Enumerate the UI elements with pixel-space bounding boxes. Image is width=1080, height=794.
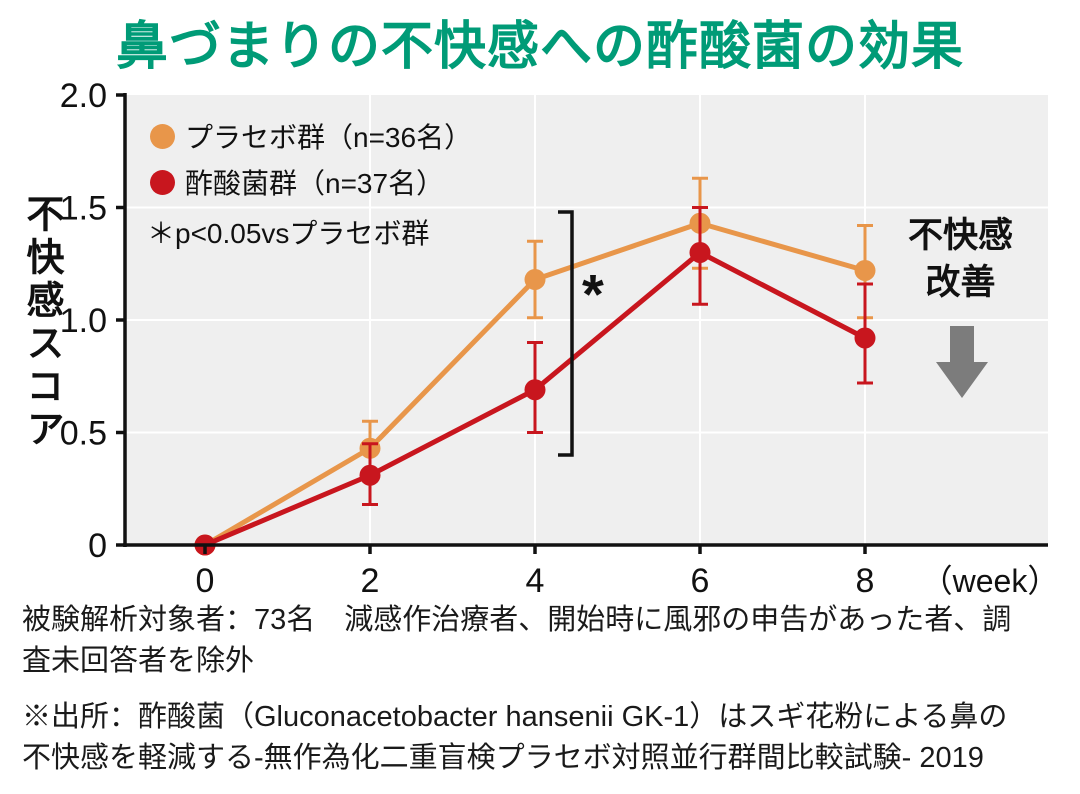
chart-svg: 0 0.5 1.0 1.5 2.0 0 2 4 6 8 （week） *: [60, 77, 1060, 600]
legend-item-placebo: プラセボ群（n=36名）: [150, 120, 472, 153]
significance-note: ＊p<0.05vsプラセボ群: [147, 218, 430, 249]
down-arrow-icon: [936, 326, 988, 398]
y-tick-label: 2.0: [60, 77, 107, 115]
data-point: [359, 464, 381, 486]
legend-item-acetic: 酢酸菌群（n=37名）: [150, 166, 472, 199]
data-point: [854, 327, 876, 349]
gridlines: [125, 95, 1048, 545]
placebo-dot-icon: [150, 123, 175, 149]
x-tick-label: 6: [691, 562, 710, 600]
significance-asterisk: *: [582, 263, 604, 326]
y-tick-label: 1.0: [60, 302, 107, 340]
x-tick-label: 4: [526, 562, 545, 600]
y-axis-title: 不快感スコア: [20, 194, 62, 452]
x-unit-label: （week）: [921, 563, 1060, 599]
x-tick-label: 0: [196, 562, 215, 600]
improvement-annotation: 不快感 改善: [893, 212, 1028, 307]
y-tick-label: 0.5: [60, 415, 107, 453]
axes: [116, 93, 1048, 554]
chart-legend: プラセボ群（n=36名） 酢酸菌群（n=37名） ＊p<0.05vsプラセボ群: [147, 120, 472, 252]
data-point: [854, 260, 876, 281]
tick-labels: 0 0.5 1.0 1.5 2.0 0 2 4 6 8 （week）: [60, 77, 1060, 600]
legend-label-placebo: プラセボ群（n=36名）: [185, 122, 473, 153]
legend-label-acetic: 酢酸菌群（n=37名）: [185, 168, 445, 199]
significance-bracket: [558, 210, 574, 457]
source-note: ※出所：酢酸菌（Gluconacetobacter hansenii GK-1）…: [22, 701, 1008, 775]
series-1: [194, 206, 876, 556]
data-point: [689, 242, 711, 263]
x-tick-label: 8: [856, 562, 875, 600]
y-tick-label: 1.5: [60, 190, 107, 228]
data-point: [524, 269, 546, 290]
y-tick-label: 0: [88, 527, 107, 565]
analysis-note: 被験解析対象者：73名 減感作治療者、開始時に風邪の申告があった者、調査未回答者…: [22, 604, 1012, 678]
improvement-line2: 改善: [925, 263, 996, 303]
data-point: [524, 379, 546, 401]
acetic-dot-icon: [150, 169, 175, 195]
page-title: 鼻づまりの不快感への酢酸菌の効果: [115, 18, 964, 76]
improvement-line1: 不快感: [907, 216, 1013, 255]
x-tick-label: 2: [361, 562, 380, 600]
